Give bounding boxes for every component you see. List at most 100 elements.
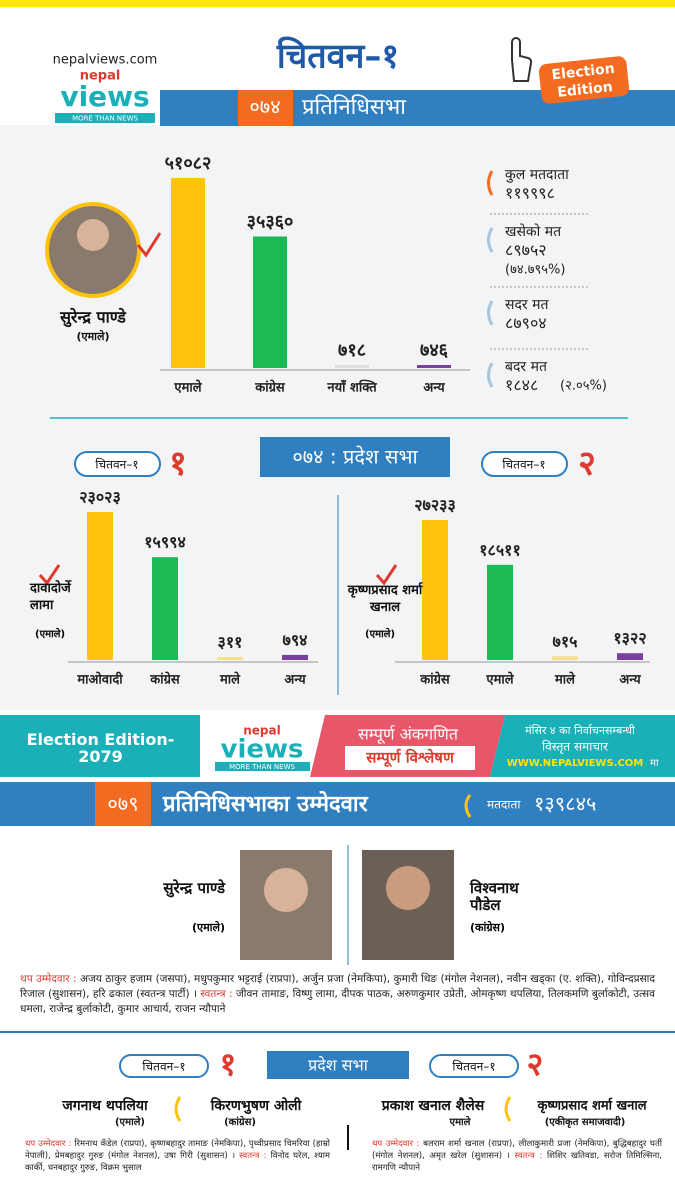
- pill: [481, 451, 568, 477]
- voters: १३९८४५: [534, 792, 596, 816]
- banner-line: सम्पूर्ण विश्लेषण: [365, 749, 455, 768]
- photo-face: [386, 866, 430, 910]
- logo-tag: MORE THAN NEWS: [72, 115, 138, 123]
- candidate-party: एमाले: [449, 1115, 472, 1128]
- stat-note: (२.०५%): [560, 379, 607, 394]
- bar: [87, 512, 113, 660]
- value-label: ७१५: [553, 632, 578, 651]
- year: ०७४: [249, 95, 280, 119]
- hand-icon: [511, 37, 533, 82]
- banner-line: सम्पूर्ण अंकगणित: [358, 725, 459, 745]
- number: २: [578, 444, 596, 484]
- logo-top: nepal: [243, 724, 280, 738]
- bar: [253, 236, 287, 368]
- winner-party: (एमाले): [35, 629, 66, 640]
- text: अजय ठाकुर हजाम (जसपा), मधुपकुमार भट्टराई…: [20, 973, 655, 1000]
- winner-party: (एमाले): [365, 629, 396, 640]
- winner-party: (एमाले): [76, 329, 109, 343]
- accent: [504, 1096, 512, 1122]
- value-label: ७१८: [338, 340, 366, 361]
- check: [38, 564, 61, 586]
- check: [136, 232, 162, 258]
- candidate-name: सुरेन्द्र पाण्डे: [163, 879, 225, 897]
- other-candidates: थप उम्मेदवार : अजय ठाकुर हजाम (जसपा), मध…: [20, 972, 655, 1017]
- value-label: १५९९४: [144, 533, 186, 552]
- url: WWW.NEPALVIEWS.COM: [507, 758, 644, 769]
- category-label: अन्य: [423, 381, 445, 396]
- heading: प्रतिनिधिसभाका उम्मेदवार: [162, 790, 369, 817]
- stat-label: खसेको मत: [505, 223, 562, 240]
- check: [375, 564, 398, 586]
- accent: [487, 227, 494, 253]
- bar: [335, 365, 369, 368]
- category-label: कांग्रेस: [149, 672, 181, 688]
- other-candidates: थप उम्मेदवार : रिमनाथ कँडेल (राप्रपा), क…: [25, 1138, 330, 1174]
- candidate-name: किरणभुषण ओली: [210, 1097, 303, 1115]
- value-label: ५१०८२: [165, 153, 212, 174]
- badge: [538, 56, 630, 104]
- category-label: माले: [219, 672, 241, 688]
- accent: [487, 170, 494, 196]
- label: थप उम्मेदवार :: [25, 1139, 72, 1149]
- other-candidates: थप उम्मेदवार : बलराम शर्मा खनाल (राप्रपा…: [372, 1138, 662, 1174]
- winner-name: कृष्णप्रसाद शर्मा खनाल: [347, 583, 423, 615]
- value-label: १३२२: [613, 629, 646, 648]
- accent: [487, 362, 494, 388]
- stat-value: ११९९९८: [505, 184, 555, 203]
- candidate-party: (एकीकृत समाजवादी): [545, 1115, 626, 1128]
- accent: [174, 1096, 182, 1122]
- logo-main: views: [60, 80, 149, 113]
- pill: [429, 1054, 519, 1078]
- label: स्वतन्त्र :: [239, 1151, 267, 1161]
- stat-value: १८४८: [505, 376, 538, 395]
- value-label: ३११: [218, 633, 243, 652]
- heading: ०७४ : प्रदेश सभा: [292, 445, 418, 469]
- bar: [282, 654, 308, 660]
- value-label: १८५११: [479, 540, 521, 559]
- category-label: अन्य: [284, 673, 306, 688]
- year: ०७९: [107, 792, 138, 816]
- logo-top: nepal: [80, 69, 121, 84]
- logo-strip: [55, 113, 155, 123]
- heading: प्रदेश सभा: [308, 1056, 369, 1075]
- logo-tag: MORE THAN NEWS: [229, 763, 295, 771]
- candidate-party: (कांग्रेस): [470, 921, 505, 934]
- text: विनोद घरेल, श्याम कार्की, धनबहादुर गुरुङ…: [25, 1151, 330, 1173]
- value-label: २३०२३: [79, 488, 121, 507]
- badge-line: Election: [551, 61, 616, 84]
- text: बलराम शर्मा खनाल (राप्रपा), लीलाकुमारी प…: [372, 1139, 663, 1161]
- category-label: एमाले: [485, 672, 514, 688]
- banner-right: [490, 715, 675, 777]
- text: रिमनाथ कँडेल (राप्रपा), कृष्णबहादुर तामा…: [25, 1139, 330, 1161]
- accent: [464, 794, 472, 818]
- candidate-name: जगनाथ थपलिया: [61, 1097, 149, 1114]
- url-suffix: मा: [650, 758, 659, 769]
- pill-text: चितवन–१: [95, 458, 138, 472]
- accent: [487, 300, 494, 326]
- bar: [552, 656, 578, 660]
- category-label: एमाले: [173, 380, 202, 396]
- category-label: माओवादी: [76, 672, 123, 688]
- category-label: नयाँ शक्ति: [326, 380, 377, 396]
- candidate-name: विश्वनाथ पौडेल: [470, 879, 519, 914]
- bar: [617, 653, 643, 660]
- label: थप उम्मेदवार :: [20, 973, 77, 985]
- heading-box: [260, 437, 450, 477]
- text: जीवन तामाङ, विष्णु लामा, दीपक पाठक, अरुण…: [20, 988, 655, 1015]
- value-label: २७२३३: [414, 496, 456, 515]
- badge-line: Edition: [557, 79, 614, 101]
- number: १: [220, 1045, 237, 1083]
- winner-name: दावादोर्जे लामा: [30, 581, 71, 613]
- category-label: कांग्रेस: [419, 672, 451, 688]
- bar: [217, 657, 243, 660]
- bar: [422, 520, 448, 660]
- news: मंसिर ४ का निर्वाचनसम्बन्धी: [525, 724, 635, 737]
- stat-label: कुल मतदाता: [505, 167, 569, 183]
- candidate-name: कृष्णप्रसाद शर्मा खनाल: [536, 1098, 647, 1114]
- bar: [171, 178, 205, 368]
- year-box: [95, 782, 151, 826]
- candidate-name: प्रकाश खनाल शैलेस: [381, 1097, 485, 1114]
- bar: [487, 564, 513, 660]
